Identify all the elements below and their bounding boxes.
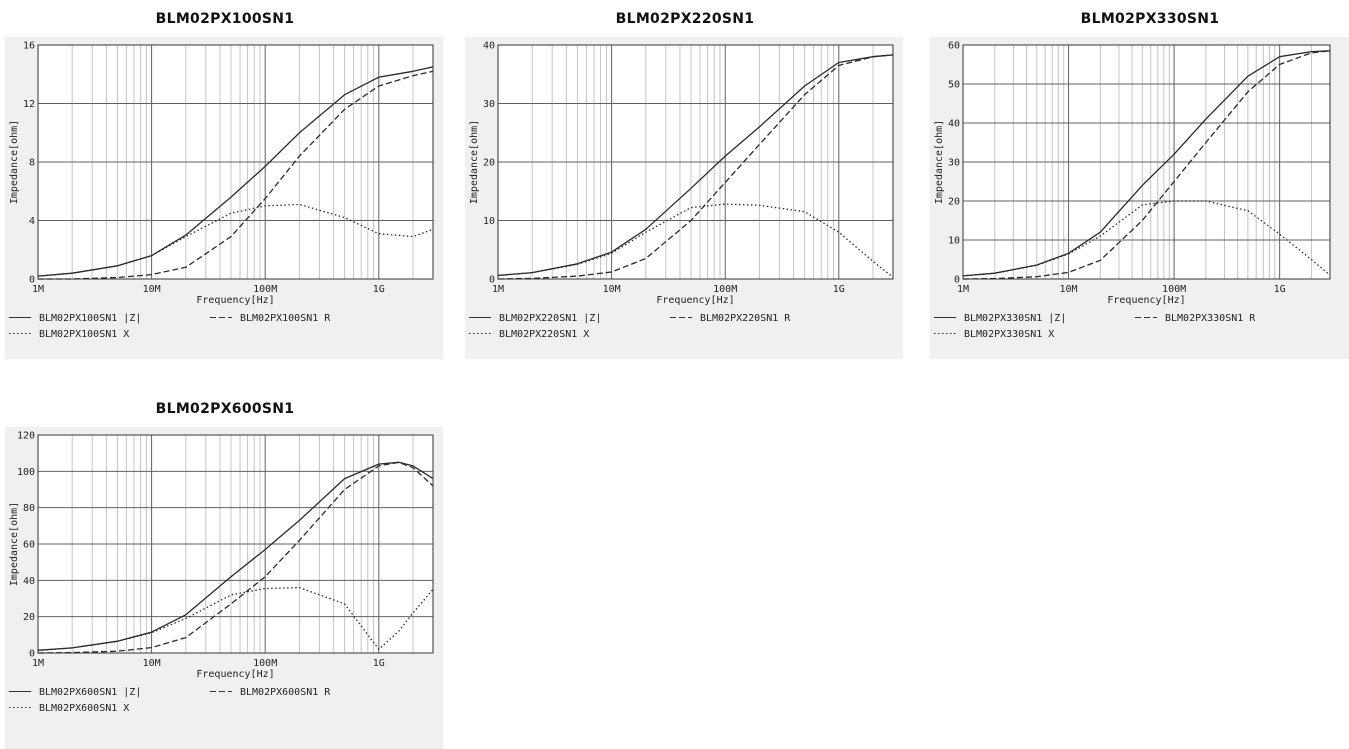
x-tick-label: 1M (957, 284, 969, 295)
series-line (962, 50, 1331, 277)
x-axis-label: Frequency[Hz] (196, 669, 274, 680)
series-line (497, 203, 894, 278)
legend-entry: BLM02PX220SN1 |Z| (499, 313, 601, 324)
x-axis-label: Frequency[Hz] (1107, 295, 1185, 306)
x-tick-label: 10M (1060, 284, 1078, 295)
x-tick-label: 10M (143, 658, 161, 669)
y-tick-label: 40 (483, 41, 495, 52)
chart-panel-4: BLM02PX600SN1 0 20 40 60 80 100 120 1M 10M 100M 1G… (5, 401, 445, 749)
series-line (37, 203, 434, 277)
x-tick-label: 1M (492, 284, 504, 295)
legend-entry: BLM02PX220SN1 X (499, 329, 589, 340)
y-tick-label: 120 (17, 431, 35, 442)
plot-area: 0 4 8 12 16 1M 10M 100M 1G Frequency[Hz] Impedance… (5, 37, 443, 359)
chart-svg: 0 10 20 30 40 50 60 1M 10M 100M 1G Frequency[Hz] Imp… (934, 41, 1331, 340)
chart-panel-1: BLM02PX100SN1 0 4 8 12 16 1M 10M 100M 1G Frequenc… (5, 11, 445, 361)
y-tick-label: 8 (29, 158, 35, 169)
y-axis-label: Impedance[ohm] (469, 120, 480, 204)
y-tick-label: 100 (17, 467, 35, 478)
legend-entry: BLM02PX600SN1 R (240, 687, 331, 698)
x-tick-label: 10M (143, 284, 161, 295)
legend-entry: BLM02PX100SN1 |Z| (39, 313, 141, 324)
legend-entry: BLM02PX100SN1 R (240, 313, 331, 324)
plot-frame (497, 44, 894, 280)
y-axis-label: Impedance[ohm] (9, 120, 20, 204)
y-tick-label: 30 (948, 158, 960, 169)
y-axis-label: Impedance[ohm] (934, 120, 945, 204)
plot-frame (37, 434, 434, 654)
legend-entry: BLM02PX600SN1 X (39, 703, 129, 714)
legend-entry: BLM02PX600SN1 |Z| (39, 687, 141, 698)
y-tick-label: 12 (23, 99, 35, 110)
y-tick-label: 40 (948, 119, 960, 130)
x-tick-label: 100M (1162, 284, 1186, 295)
chart-panel-3: BLM02PX330SN1 0 10 20 30 40 50 60 1M 10M 100M 1G Fr… (930, 11, 1349, 361)
x-tick-label: 1G (373, 658, 385, 669)
chart-svg: 0 10 20 30 40 1M 10M 100M 1G Frequency[Hz] Impedan… (469, 41, 894, 340)
x-axis-label: Frequency[Hz] (196, 295, 274, 306)
x-tick-label: 100M (253, 284, 277, 295)
y-tick-label: 10 (948, 236, 960, 247)
plot-frame (37, 44, 434, 280)
legend-entry: BLM02PX330SN1 X (964, 329, 1054, 340)
legend-entry: BLM02PX330SN1 R (1165, 313, 1256, 324)
y-tick-label: 60 (948, 41, 960, 52)
chart-title: BLM02PX330SN1 (1080, 11, 1220, 27)
y-tick-label: 30 (483, 99, 495, 110)
y-tick-label: 20 (483, 158, 495, 169)
y-tick-label: 16 (23, 41, 35, 52)
y-tick-label: 0 (29, 649, 35, 660)
x-tick-label: 1M (32, 658, 44, 669)
x-tick-label: 1M (32, 284, 44, 295)
chart-panel-2: BLM02PX220SN1 0 10 20 30 40 1M 10M 100M 1G Freque… (465, 11, 905, 361)
series-line (37, 586, 434, 651)
y-tick-label: 20 (23, 612, 35, 623)
chart-title: BLM02PX100SN1 (155, 11, 295, 27)
y-tick-label: 4 (29, 216, 35, 227)
y-tick-label: 0 (489, 275, 495, 286)
series-line (38, 70, 434, 280)
x-tick-label: 100M (713, 284, 737, 295)
y-tick-label: 10 (483, 216, 495, 227)
y-tick-label: 50 (948, 80, 960, 91)
y-tick-label: 80 (23, 503, 35, 514)
series-line (37, 461, 434, 651)
legend-entry: BLM02PX330SN1 |Z| (964, 313, 1066, 324)
chart-title: BLM02PX220SN1 (615, 11, 755, 27)
series-line (497, 54, 894, 280)
x-tick-label: 100M (253, 658, 277, 669)
y-tick-label: 0 (954, 275, 960, 286)
legend-entry: BLM02PX220SN1 R (700, 313, 791, 324)
series-line (962, 200, 1331, 277)
chart-svg: 0 4 8 12 16 1M 10M 100M 1G Frequency[Hz] Impedance… (9, 41, 434, 340)
y-axis-label: Impedance[ohm] (9, 502, 20, 586)
x-axis-label: Frequency[Hz] (656, 295, 734, 306)
plot-area: 0 10 20 30 40 1M 10M 100M 1G Frequency[Hz] Impedan… (465, 37, 903, 359)
plot-area: 0 20 40 60 80 100 120 1M 10M 100M 1G Frequency[Hz] I… (5, 427, 443, 749)
series-line (962, 50, 1331, 280)
legend-entry: BLM02PX100SN1 X (39, 329, 129, 340)
chart-svg: 0 20 40 60 80 100 120 1M 10M 100M 1G Frequency[Hz] I… (9, 431, 434, 714)
x-tick-label: 1G (1274, 284, 1286, 295)
x-tick-label: 1G (833, 284, 845, 295)
chart-title: BLM02PX600SN1 (155, 401, 295, 417)
x-tick-label: 1G (373, 284, 385, 295)
y-tick-label: 40 (23, 576, 35, 587)
plot-area: 0 10 20 30 40 50 60 1M 10M 100M 1G Frequency[Hz] Imp… (930, 37, 1349, 359)
plot-frame (962, 44, 1331, 280)
y-tick-label: 0 (29, 275, 35, 286)
y-tick-label: 60 (23, 540, 35, 551)
x-tick-label: 10M (603, 284, 621, 295)
y-tick-label: 20 (948, 197, 960, 208)
